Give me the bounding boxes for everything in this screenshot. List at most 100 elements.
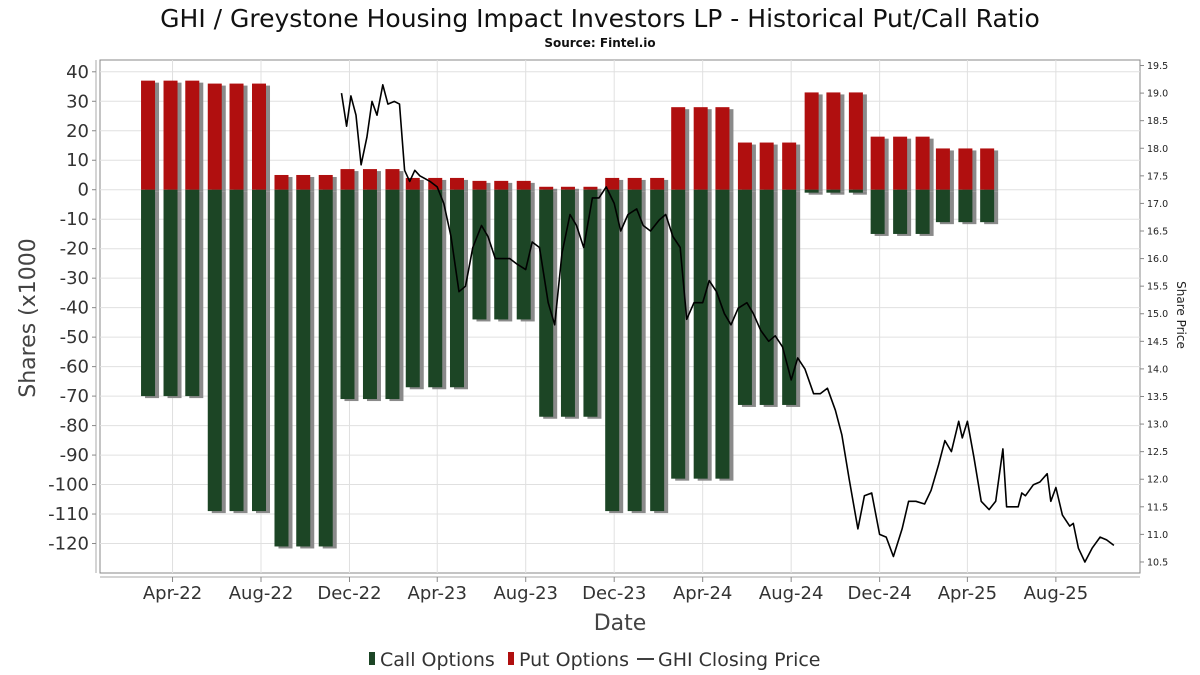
call-bar [693,189,708,479]
call-bar [627,189,642,512]
y2-tick-label: 17.0 [1147,199,1168,210]
call-bar [494,189,509,320]
put-bar [449,177,464,190]
legend-put-label: Put Options [519,649,629,671]
y-axis-label: Shares (x1000 [16,238,41,398]
y-tick-label: 30 [66,91,89,112]
put-bar [826,92,841,190]
y2-tick-label: 19.5 [1147,61,1168,72]
put-bar [385,169,400,190]
y-tick-label: -60 [60,357,89,378]
put-bar [207,83,222,190]
legend-put-swatch [508,652,514,665]
call-bar [449,189,464,388]
y2-tick-label: 14.5 [1147,337,1168,348]
y-axis: 40 30 20 10 0 -10 -20 -30 -40 -50 -60 -70 -80 -90 -100… [48,62,96,555]
call-bar-shadow [852,191,867,195]
y-tick-label: 10 [66,150,89,171]
call-bar [958,189,973,223]
put-bar [737,142,752,190]
y2-tick-label: 13.0 [1147,420,1168,431]
y-tick-label: -100 [48,475,89,496]
put-bar [428,177,443,190]
call-bar [385,189,400,400]
put-bar [848,92,863,190]
y2-tick-label: 19.0 [1147,89,1168,100]
y2-tick-label: 16.5 [1147,227,1168,238]
y-tick-label: -110 [48,504,89,525]
x-tick-label: Dec-22 [317,583,381,604]
call-bar [362,189,377,400]
call-bar [848,189,863,193]
put-bar [318,174,333,190]
put-bar [340,169,355,190]
x-tick-label: Aug-22 [229,583,294,604]
call-bar [671,189,686,479]
y-tick-label: 40 [66,62,89,83]
call-bar [583,189,598,417]
call-bar [782,189,797,405]
put-bar [915,136,930,190]
call-bar-shadow [830,191,845,195]
call-bar [405,189,420,388]
y2-axis-label: Share Price [1174,281,1188,349]
put-bar [671,107,686,190]
y-tick-label: -10 [60,209,89,230]
y2-tick-label: 15.0 [1147,309,1168,320]
call-bar [340,189,355,400]
y-tick-label: -30 [60,268,89,289]
put-bar [252,83,267,190]
y-tick-label: -70 [60,386,89,407]
y2-tick-label: 12.0 [1147,475,1168,486]
x-tick-label: Apr-24 [673,583,732,604]
x-tick-label: Apr-22 [143,583,202,604]
call-bar [560,189,575,417]
put-bar [560,186,575,190]
call-bar [274,189,289,547]
y-tick-label: 0 [78,180,89,201]
call-bar [318,189,333,547]
put-bar [715,107,730,190]
y2-tick-label: 13.5 [1147,392,1168,403]
y2-tick-label: 12.5 [1147,447,1168,458]
y2-tick-label: 10.5 [1147,557,1168,568]
call-bar [759,189,774,405]
y2-tick-label: 17.5 [1147,171,1168,182]
call-bar [539,189,554,417]
put-bar [163,80,178,190]
put-bar [605,177,620,190]
price-line [340,84,1115,563]
put-bar [362,169,377,190]
put-bar [274,174,289,190]
call-bar [804,189,819,193]
call-bar [980,189,995,223]
price-line-group [340,84,1115,563]
call-bar [163,189,178,397]
y-tick-label: -120 [48,534,89,555]
call-bar [185,189,200,397]
call-bar [296,189,311,547]
call-bar [229,189,244,512]
x-axis: Apr-22 Aug-22 Dec-22 Apr-23 Aug-23 Dec-23 Apr-… [143,577,1088,604]
legend-price-label: GHI Closing Price [658,649,821,671]
call-bar [516,189,531,320]
put-bar [958,148,973,190]
put-bar [650,177,665,190]
put-bar [539,186,554,190]
put-bar [405,177,420,190]
y-tick-label: -20 [60,239,89,260]
x-tick-label: Aug-25 [1024,583,1089,604]
bars-group [141,80,999,549]
y-tick-label: -50 [60,327,89,348]
x-axis-label: Date [594,611,647,636]
call-bar [935,189,950,223]
y-tick-label: -40 [60,298,89,319]
call-bar [428,189,443,388]
x-tick-label: Apr-23 [408,583,467,604]
put-bar [627,177,642,190]
chart-subtitle: Source: Fintel.io [544,36,655,50]
y2-tick-label: 16.0 [1147,254,1168,265]
y-tick-label: -80 [60,416,89,437]
put-bar [229,83,244,190]
